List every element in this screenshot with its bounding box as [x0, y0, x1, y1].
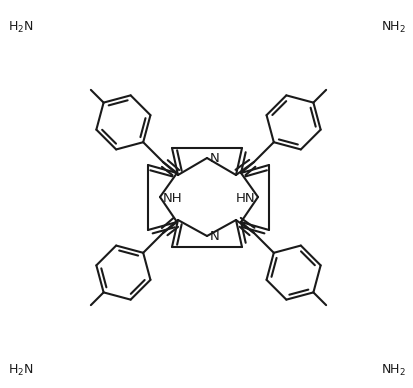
Text: N: N — [209, 230, 219, 244]
Text: H$_2$N: H$_2$N — [8, 20, 33, 35]
Text: NH$_2$: NH$_2$ — [380, 363, 405, 378]
Text: H$_2$N: H$_2$N — [8, 363, 33, 378]
Text: N: N — [209, 152, 219, 166]
Text: NH$_2$: NH$_2$ — [380, 20, 405, 35]
Text: HN: HN — [235, 192, 254, 204]
Text: NH: NH — [163, 192, 182, 204]
